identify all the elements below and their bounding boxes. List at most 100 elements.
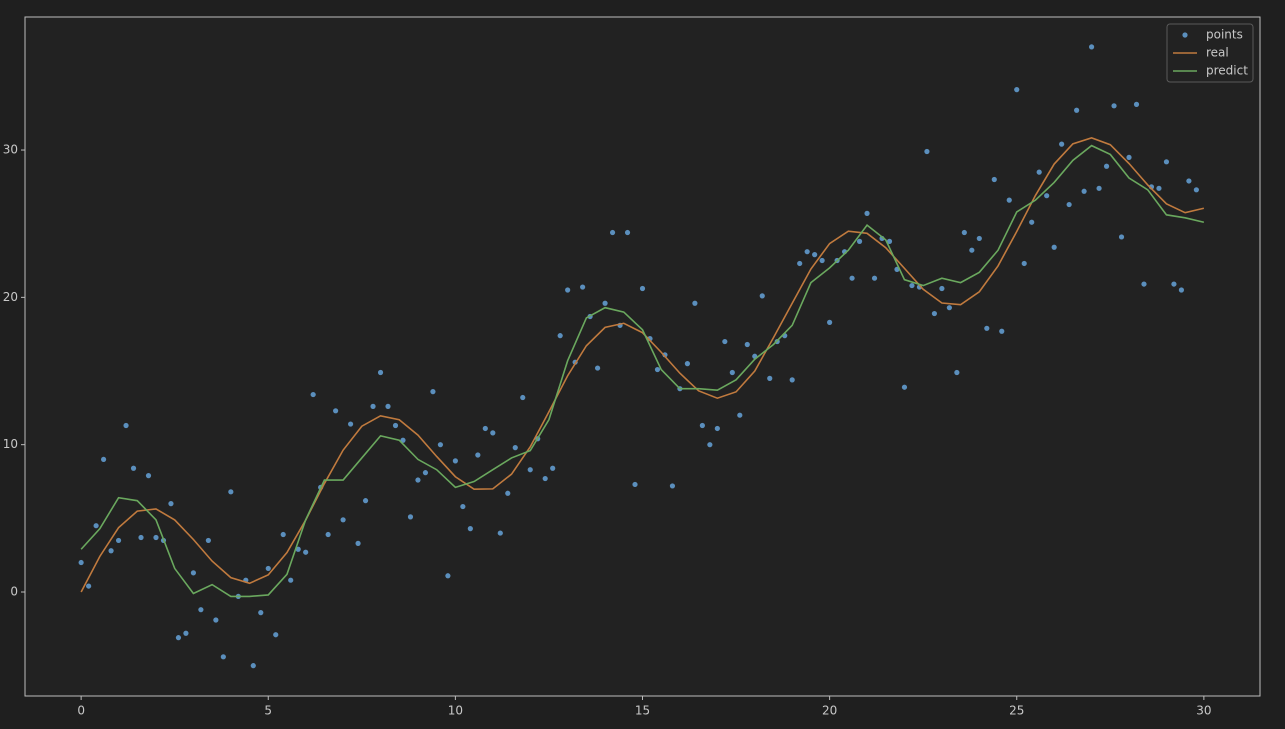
point [856,238,863,244]
point [392,422,399,429]
point [430,389,436,395]
point [407,514,414,520]
point [939,285,945,292]
point [1178,287,1185,293]
point [737,412,743,418]
point [512,445,518,451]
point [759,293,765,299]
point [984,325,990,331]
point [1021,260,1027,267]
point [580,284,586,290]
point [1096,185,1102,191]
x-tick-label: 25 [1009,704,1024,718]
point [115,537,122,544]
point [273,632,279,638]
point [400,437,406,443]
point [190,570,197,576]
point [1193,187,1199,193]
point [1186,178,1192,184]
point [699,422,705,429]
point [609,229,616,236]
point [138,534,144,541]
point [467,526,473,532]
point [901,384,908,390]
point [1088,44,1095,50]
point [1141,281,1147,287]
point [355,540,361,546]
y-tick-label: 30 [3,143,18,157]
point [1044,193,1050,199]
point [460,503,466,510]
point [827,319,833,325]
point [475,452,481,458]
legend-label: predict [1206,64,1248,78]
point [385,403,391,409]
point [153,534,159,541]
point [1006,197,1012,203]
point [86,583,92,589]
point [886,238,893,244]
point [1133,101,1140,107]
point [497,530,503,536]
point [909,282,915,289]
x-tick-label: 10 [448,704,463,718]
point [437,442,444,448]
point [819,257,825,264]
point [213,617,219,623]
point [100,456,107,463]
point [1066,201,1072,208]
legend-label: points [1206,28,1243,42]
point [123,422,129,429]
x-tick-label: 30 [1196,704,1211,718]
point [707,442,713,448]
point [1163,159,1170,165]
point [542,475,548,482]
point [594,365,601,371]
x-tick-label: 0 [77,704,85,718]
point [1118,234,1125,240]
point [669,483,676,489]
x-tick-label: 15 [635,704,650,718]
point [714,425,720,432]
point [849,275,855,281]
point [969,247,975,253]
point [1081,188,1087,194]
point [490,430,496,436]
y-tick-label: 0 [10,584,18,598]
point [639,285,646,292]
y-tick-label: 10 [3,437,18,451]
y-tick-label: 20 [3,290,18,304]
point [303,549,309,555]
legend-box [1166,23,1254,83]
point [198,607,204,613]
point [288,577,294,583]
point [520,394,526,401]
point [624,229,631,236]
point [991,176,997,183]
point [632,481,638,488]
point [767,375,773,381]
point [1156,185,1162,191]
point [999,328,1005,334]
point [340,517,346,523]
point [145,473,152,479]
point [804,249,810,255]
point [654,366,661,373]
point [1029,219,1035,225]
point [333,408,339,414]
legend-marker [1182,32,1188,38]
point [250,663,256,669]
point [505,490,511,496]
point [445,573,451,579]
point [205,537,211,544]
point [602,300,608,306]
legend-label: real [1206,46,1229,60]
point [130,465,137,471]
point [1059,141,1065,147]
point [228,489,234,495]
x-tick-label: 20 [822,704,837,718]
line [80,137,1205,593]
point [1051,244,1057,250]
